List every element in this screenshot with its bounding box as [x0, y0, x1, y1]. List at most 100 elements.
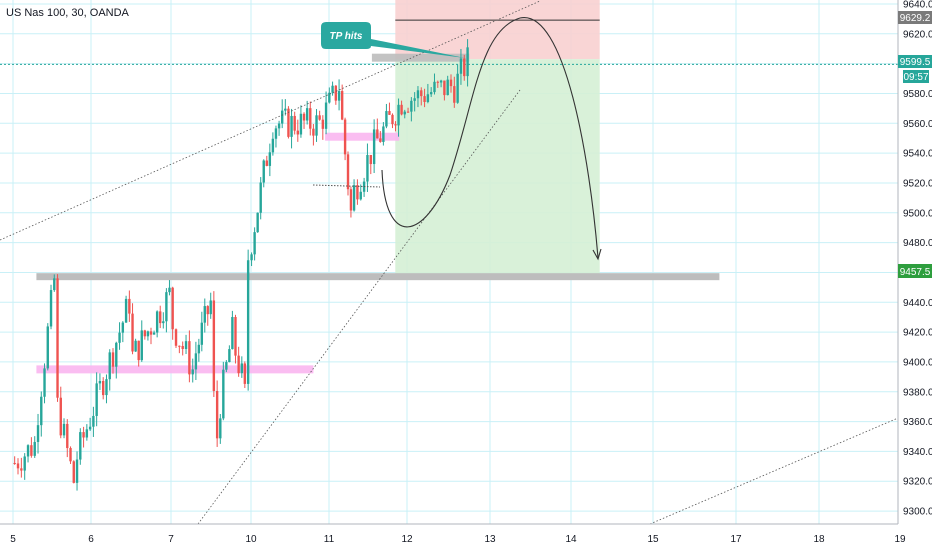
candle-body [212, 300, 216, 391]
candle-body [85, 429, 89, 438]
position-zones [395, 0, 600, 277]
candle-body [359, 191, 362, 200]
candle-body [299, 113, 303, 135]
candle-body [315, 115, 318, 136]
tp-callout[interactable]: TP hits [321, 22, 465, 58]
y-tick-label: 9300.0 [903, 507, 932, 518]
x-tick-label: 7 [168, 534, 174, 545]
y-tick-label: 9480.0 [903, 238, 932, 249]
candle-body [394, 124, 397, 126]
candle-body [321, 119, 325, 129]
candle-body [256, 212, 259, 233]
trend-drawings [0, 0, 899, 525]
candle-body [309, 108, 312, 129]
highlight-band [325, 132, 400, 141]
candle-body [171, 287, 174, 330]
candle-body [340, 91, 344, 120]
candle-body [69, 448, 72, 462]
candle-body [385, 111, 388, 127]
time-axis[interactable]: 5 6 7 10 11 12 13 14 15 17 18 19 [0, 523, 932, 550]
candle-body [59, 397, 62, 436]
candle-body [237, 355, 240, 374]
candle-body [337, 91, 341, 101]
y-tick-label: 9420.0 [903, 328, 932, 339]
stop-label-text: 9629.2 [900, 13, 931, 24]
candle-body [287, 108, 290, 137]
candle-body [243, 363, 247, 384]
x-tick-label: 11 [324, 534, 335, 545]
candle-body [118, 332, 121, 343]
candle-body [262, 160, 265, 183]
candle-body [200, 322, 204, 345]
candle-body [284, 108, 287, 111]
horizontal-bands [0, 53, 898, 374]
candle-body [416, 90, 420, 99]
price-axis-bg [898, 0, 932, 524]
candle-body [108, 352, 111, 380]
short-level-line [312, 184, 381, 188]
target-label-bg [898, 264, 932, 278]
candle-body [271, 138, 275, 153]
candle-body [312, 128, 315, 136]
y-tick-label: 9500.0 [903, 208, 932, 219]
candle-body [346, 154, 350, 190]
candle-body [231, 317, 234, 350]
candle-body [369, 154, 372, 165]
candle-body [328, 92, 331, 103]
x-tick-label: 10 [245, 534, 257, 545]
candle-body [36, 425, 40, 442]
candle-body [466, 47, 469, 77]
candle-body [449, 79, 453, 87]
stop-price-label: 9629.2 [898, 11, 932, 24]
y-tick-label: 9580.0 [903, 89, 932, 100]
candle-body [134, 340, 137, 352]
candle-body [305, 108, 309, 121]
candle-body [203, 306, 206, 323]
candle-body [62, 423, 66, 436]
target-price-label: 9457.5 [898, 264, 932, 278]
candle-body [13, 462, 16, 464]
candle-body [403, 111, 406, 115]
candle-body [410, 100, 413, 112]
candle-body [406, 111, 410, 113]
candle-body [121, 322, 125, 333]
candle-body [165, 292, 168, 322]
current-label-bg [898, 55, 932, 68]
candle-body [293, 115, 296, 131]
candle-body [274, 128, 278, 139]
candle-body [246, 260, 250, 384]
upper-trendline [0, 0, 541, 241]
candle-body [302, 113, 306, 121]
candle-body [277, 123, 281, 129]
y-tick-label: 9620.0 [903, 29, 932, 40]
y-tick-label: 9520.0 [903, 178, 932, 189]
candle-body [379, 138, 382, 142]
candle-body [20, 468, 23, 471]
y-tick-label: 9560.0 [903, 119, 932, 130]
candle-body [98, 381, 102, 384]
candle-body [391, 114, 394, 125]
candle-body [250, 254, 253, 261]
candle-body [30, 445, 33, 456]
x-tick-label: 15 [647, 534, 659, 545]
candle-body [426, 94, 430, 102]
candle-body [124, 298, 128, 323]
x-tick-label: 18 [813, 534, 825, 545]
candle-body [439, 80, 443, 83]
x-tick-labels: 5 6 7 10 11 12 13 14 15 17 18 19 [10, 534, 906, 545]
candle-body [429, 92, 433, 95]
candle-body [219, 418, 222, 439]
candle-body [128, 298, 131, 314]
current-price-label: 9599.5 09:57 [898, 55, 932, 83]
candle-body [16, 463, 20, 469]
arrow-icon [592, 248, 602, 261]
candle-body [356, 185, 359, 200]
candle-body [290, 115, 293, 137]
candle-body [102, 381, 105, 396]
candle-body [181, 345, 184, 349]
candle-body [366, 154, 369, 182]
stop-label-bg [898, 11, 932, 24]
countdown-text: 09:57 [903, 72, 928, 83]
candle-body [463, 58, 466, 77]
